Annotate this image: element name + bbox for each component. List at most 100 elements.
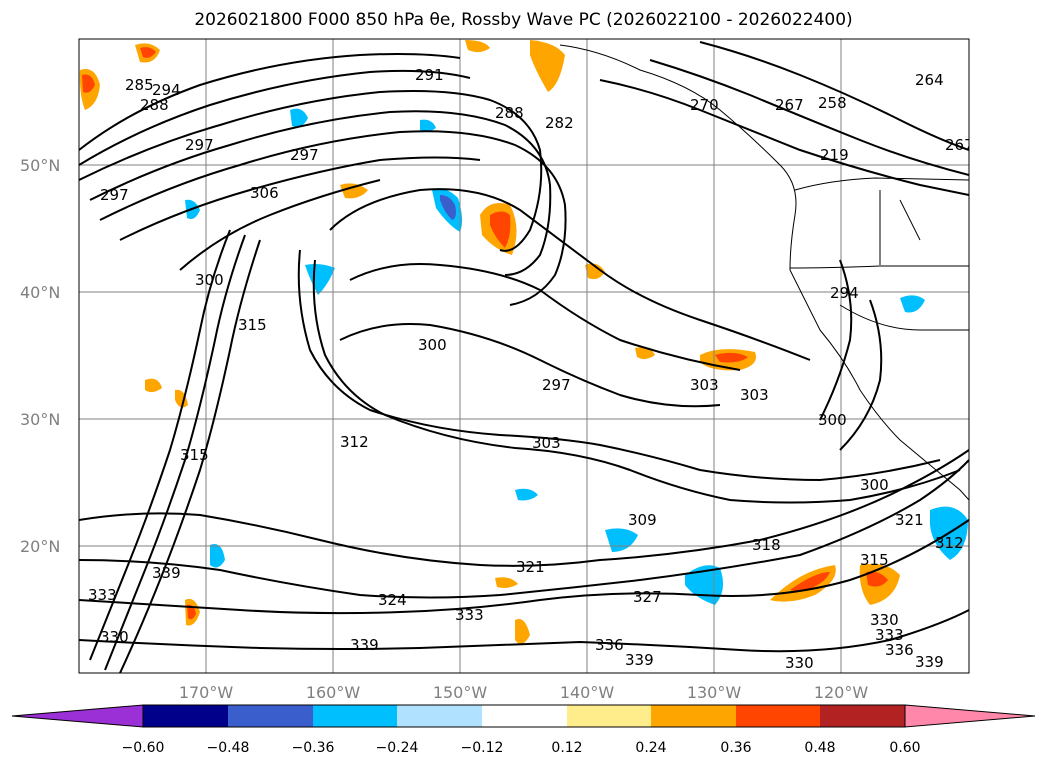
anomaly-blob <box>900 295 925 313</box>
contour-label: 264 <box>915 71 944 89</box>
contour-label: 294 <box>830 284 859 302</box>
contour-label: 315 <box>180 446 209 464</box>
anomaly-blob <box>465 40 490 53</box>
anomaly-blob <box>290 108 308 127</box>
lon-label-170w: 170°W <box>179 683 234 702</box>
coastline-path <box>794 177 969 191</box>
contour-label: 330 <box>100 628 129 646</box>
contour-label: 324 <box>378 591 407 609</box>
contour-label: 291 <box>415 66 444 84</box>
anomaly-blob <box>140 47 156 58</box>
colorbar-swatch <box>651 705 736 727</box>
contour-label: 303 <box>740 386 769 404</box>
anomaly-blob <box>495 577 518 588</box>
colorbar-extend-low <box>11 704 144 728</box>
contour-line <box>699 41 969 151</box>
contour-line <box>179 179 381 271</box>
contour-label: 282 <box>545 114 574 132</box>
coastline-path <box>839 304 969 331</box>
lon-label-120w: 120°W <box>814 683 869 702</box>
contour-line <box>119 156 481 241</box>
contour-line <box>312 259 961 504</box>
contour-label: 321 <box>516 558 545 576</box>
contour-label: 333 <box>455 606 484 624</box>
contour-line <box>89 229 231 661</box>
map-background <box>79 39 969 673</box>
contour-label: 288 <box>140 96 169 114</box>
colorbar-label: −0.12 <box>461 740 504 756</box>
map-panel: 285 288 294 297 297 297 306 300 315 315 … <box>79 39 969 673</box>
coastline-path <box>899 199 921 241</box>
contour-label: 339 <box>152 564 181 582</box>
colorbar-label: 0.12 <box>551 740 582 756</box>
anomaly-blob <box>305 264 335 295</box>
contour-line <box>79 609 969 653</box>
contour-label: 300 <box>860 476 889 494</box>
contour-label: 297 <box>100 186 129 204</box>
colorbar-label: −0.36 <box>292 740 335 756</box>
contour-label: 330 <box>785 654 814 672</box>
contour-line <box>819 259 853 421</box>
contour-label: 318 <box>752 536 781 554</box>
contour-label: 312 <box>935 534 964 552</box>
lat-labels: 20°N 30°N 40°N 50°N <box>20 156 60 556</box>
coastline <box>559 44 969 501</box>
anomaly-blob <box>210 544 225 568</box>
lat-label-40n: 40°N <box>20 283 60 302</box>
contour-label: 312 <box>340 433 369 451</box>
contour-line <box>839 299 883 451</box>
anomaly-blob <box>790 572 830 592</box>
contour-label: 336 <box>595 636 624 654</box>
colorbar-swatch <box>736 705 820 727</box>
contour-label: 330 <box>870 611 899 629</box>
anomaly-blob <box>490 211 511 248</box>
contour-label: 297 <box>290 146 319 164</box>
contour-line <box>297 249 941 482</box>
lon-labels: 170°W 160°W 150°W 140°W 130°W 120°W <box>179 683 869 702</box>
contour-line <box>349 263 741 371</box>
contour-label: 309 <box>628 511 657 529</box>
contour-label: 300 <box>818 411 847 429</box>
contour-label: 258 <box>818 94 847 112</box>
anomaly-blob <box>530 40 565 92</box>
contour-line <box>99 130 567 306</box>
contour-label: 297 <box>542 376 571 394</box>
anomaly-blob <box>515 619 530 644</box>
lat-label-50n: 50°N <box>20 156 60 175</box>
contour-label: 303 <box>690 376 719 394</box>
contour-line <box>79 90 543 252</box>
colorbar-label: 0.48 <box>804 740 835 756</box>
contour-line <box>339 323 721 408</box>
colorbar-swatch <box>567 705 651 727</box>
anomaly-blob <box>420 119 436 132</box>
coastline-path <box>789 265 969 269</box>
map-frame <box>78 38 970 674</box>
colorbar-label: −0.24 <box>376 740 419 756</box>
contour-label: 297 <box>185 136 214 154</box>
anomaly-blob <box>715 352 748 363</box>
lon-label-130w: 130°W <box>687 683 742 702</box>
contour-line <box>599 79 969 196</box>
colorbar-label: 0.24 <box>635 740 666 756</box>
colorbar-swatch <box>482 705 567 727</box>
anomaly-blob <box>187 604 196 620</box>
contour-label: 339 <box>350 636 379 654</box>
colorbar-frame <box>142 704 906 728</box>
colorbar-label: 0.36 <box>720 740 751 756</box>
colorbar-swatch <box>820 705 905 727</box>
lon-label-150w: 150°W <box>433 683 488 702</box>
contour-label: 288 <box>495 104 524 122</box>
contour-label: 333 <box>88 586 117 604</box>
contour-label: 285 <box>125 76 154 94</box>
colorbar-swatch <box>397 705 482 727</box>
anomaly-blob <box>82 74 95 93</box>
map-title: 2026021800 F000 850 hPa θe, Rossby Wave … <box>194 10 853 30</box>
contour-line <box>119 239 261 673</box>
lon-label-140w: 140°W <box>560 683 615 702</box>
contour-labels: 285 288 294 297 297 297 306 300 315 315 … <box>88 66 969 672</box>
colorbar-swatch <box>228 705 313 727</box>
colorbar-label: −0.48 <box>207 740 250 756</box>
anomaly-blob <box>515 488 538 501</box>
contour-label: 267 <box>775 96 804 114</box>
